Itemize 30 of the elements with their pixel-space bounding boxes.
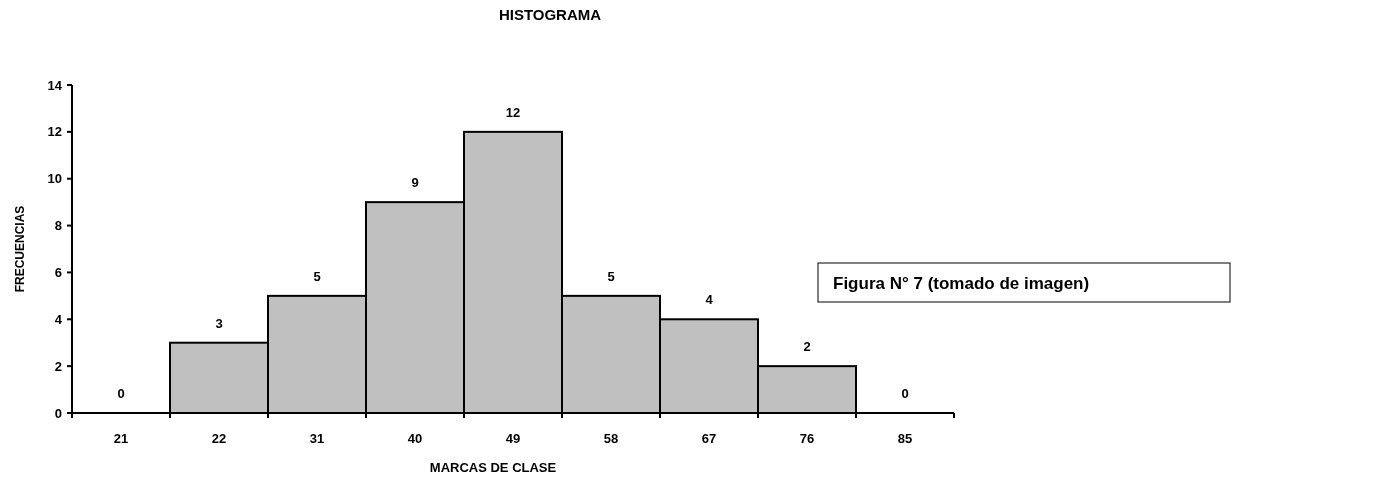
y-tick-label: 6 (54, 264, 62, 280)
y-tick-label: 10 (47, 171, 62, 187)
x-tick-label: 40 (407, 430, 423, 446)
data-label: 0 (117, 386, 125, 401)
x-tick-label: 85 (897, 430, 913, 446)
y-tick-label: 8 (54, 218, 62, 234)
y-axis-title: FRECUENCIAS (13, 205, 27, 293)
y-tick-label: 0 (54, 405, 62, 421)
x-tick-label: 67 (701, 430, 717, 446)
x-tick-label: 21 (113, 430, 129, 446)
y-tick-label: 12 (47, 124, 62, 140)
data-label: 2 (803, 339, 811, 355)
chart-title: HISTOGRAMA (498, 6, 602, 23)
y-tick-label: 14 (47, 77, 63, 93)
x-tick-label: 31 (309, 430, 325, 446)
data-label: 5 (313, 268, 321, 284)
x-tick-label: 22 (211, 430, 227, 446)
data-label: 4 (705, 292, 714, 308)
x-tick-label: 76 (799, 430, 815, 446)
x-tick-label: 58 (603, 430, 619, 446)
x-tick-label: 49 (505, 430, 521, 446)
data-label: 9 (411, 175, 419, 191)
data-label: 0 (901, 386, 909, 401)
annotation: Figura N° 7 (tomado de imagen) (833, 273, 1090, 293)
data-label: 12 (505, 104, 521, 120)
y-tick-label: 2 (54, 358, 62, 374)
x-axis-title: MARCAS DE CLASE (429, 460, 557, 475)
y-tick-label: 4 (54, 311, 63, 327)
data-label: 3 (215, 315, 223, 331)
data-label: 5 (607, 268, 615, 284)
